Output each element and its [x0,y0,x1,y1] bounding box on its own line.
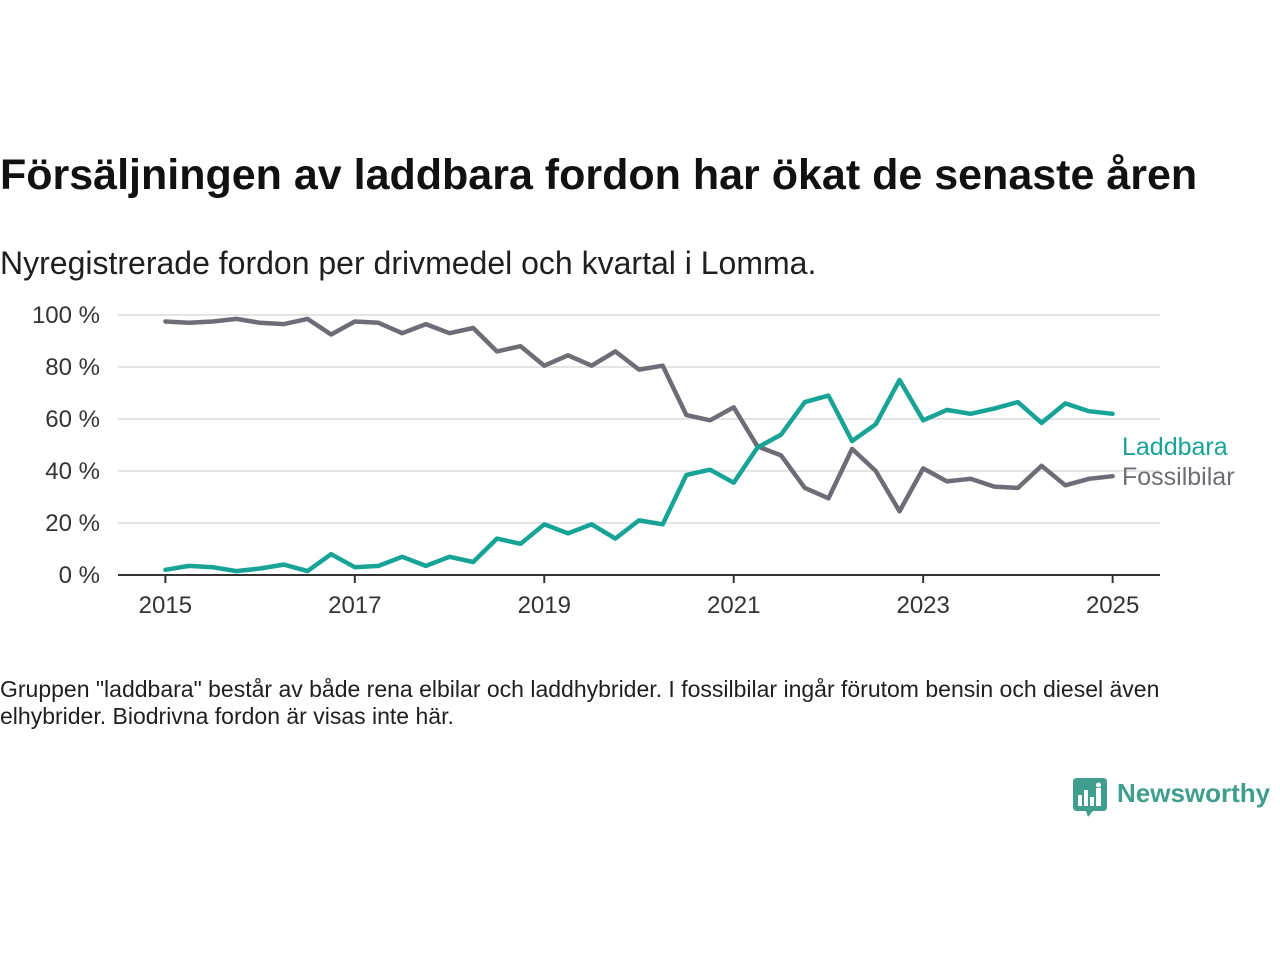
series-label-laddbara: Laddbara [1122,433,1228,461]
x-tick-label-2025: 2025 [1086,592,1139,619]
y-tick-label-0: 0 % [59,562,100,589]
x-tick-label-2019: 2019 [518,592,571,619]
gridlines [118,314,1160,524]
newsworthy-logo[interactable]: Newsworthy [1073,778,1270,818]
x-tick-label-2017: 2017 [328,592,381,619]
footnote: Gruppen "laddbara" består av både rena e… [0,676,1160,729]
brand-name: Newsworthy [1117,778,1271,808]
chart-subtitle: Nyregistrerade fordon per drivmedel och … [0,245,817,281]
y-tick-label-60: 60 % [45,406,100,433]
y-tick-label-80: 80 % [45,354,100,381]
y-tick-label-40: 40 % [45,458,100,485]
bar-chart-speech-bubble-icon [1073,778,1107,817]
x-axis: 2015 2017 2019 2021 2023 2025 [118,574,1160,619]
y-tick-label-20: 20 % [45,510,100,537]
x-tick-label-2015: 2015 [139,592,192,619]
series-line-fossilbilar [163,316,1115,514]
x-tick-label-2021: 2021 [707,592,760,619]
series-line-laddbara [163,377,1115,574]
y-tick-label-100: 100 % [32,302,100,329]
x-tick-label-2023: 2023 [896,592,949,619]
series-label-fossilbilar: Fossilbilar [1122,463,1235,491]
line-chart: 0 % 20 % 40 % 60 % 80 % 100 % 2015 2017 2019 202… [32,302,1235,619]
y-axis: 0 % 20 % 40 % 60 % 80 % 100 % [32,302,100,589]
chart-title: Försäljningen av laddbara fordon har öka… [0,151,1198,199]
series-lines [163,316,1115,574]
